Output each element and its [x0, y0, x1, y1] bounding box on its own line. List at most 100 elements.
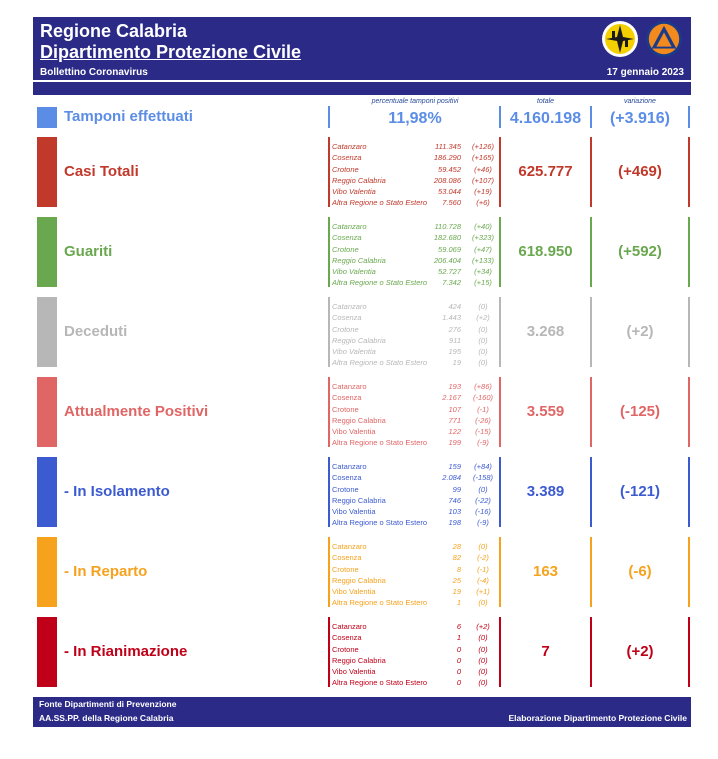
province-delta: (+107): [472, 175, 494, 185]
category-total: 163: [532, 563, 559, 580]
department-title: Dipartimento Protezione Civile: [40, 42, 302, 62]
province-name: Vibo Valentia: [332, 187, 376, 197]
category-variation: (-121): [619, 483, 660, 500]
province-name: Reggio Calabria: [332, 335, 386, 345]
column-divider-1: [328, 137, 330, 207]
province-line: Catanzaro 110.728 (+40): [332, 221, 502, 232]
province-name: Crotone: [332, 644, 359, 654]
row-in-rianimazione: - In Rianimazione Catanzaro 6 (+2) Cosenza 1 (…: [37, 617, 693, 687]
province-line: Cosenza 182.680 (+323): [332, 232, 502, 243]
column-divider-2: [499, 617, 501, 687]
province-name: Altra Regione o Stato Estero: [332, 598, 428, 608]
province-value: 199: [448, 438, 461, 448]
province-value: 1: [456, 633, 461, 643]
province-delta: (+165): [472, 153, 494, 163]
province-line: Reggio Calabria 0 (0): [332, 655, 502, 666]
province-name: Cosenza: [332, 633, 362, 643]
category-variation: (+2): [626, 323, 654, 340]
province-line: Reggio Calabria 746 (-22): [332, 495, 502, 506]
province-value: 2.084: [442, 473, 461, 483]
province-line: Catanzaro 6 (+2): [332, 621, 502, 632]
category-color-bar: [37, 457, 57, 527]
province-name: Crotone: [332, 404, 359, 414]
province-delta: (-16): [475, 507, 491, 517]
column-divider-2: [499, 297, 501, 367]
province-value: 771: [448, 415, 461, 425]
category-total: 7: [541, 643, 550, 660]
province-name: Catanzaro: [332, 302, 367, 311]
province-line: Altra Regione o Stato Estero 1 (0): [332, 597, 502, 608]
province-name: Catanzaro: [332, 222, 367, 231]
province-delta: (+2): [476, 313, 490, 323]
province-line: Altra Regione o Stato Estero 19 (0): [332, 357, 502, 368]
province-line: Cosenza 186.290 (+165): [332, 152, 502, 163]
province-value: 19: [452, 358, 461, 368]
category-total: 618.950: [518, 243, 573, 260]
province-line: Altra Regione o Stato Estero 198 (-9): [332, 517, 502, 528]
tot-header: totale: [536, 98, 555, 105]
province-name: Crotone: [332, 324, 359, 334]
province-name: Reggio Calabria: [332, 495, 386, 505]
province-value: 1: [456, 598, 461, 608]
province-value: 25: [452, 575, 461, 585]
category-total: 625.777: [518, 163, 573, 180]
province-value: 0: [456, 644, 461, 654]
province-delta: (+47): [474, 244, 492, 254]
row-deceduti: Deceduti Catanzaro 424 (0) Cosenza 1.443 (+2) C…: [37, 297, 693, 367]
footer-banner: Fonte Dipartimenti di Prevenzione AA.SS.…: [33, 697, 691, 727]
province-value: 111.345: [435, 142, 461, 151]
column-divider-4: [688, 377, 690, 447]
protezione-civile-logo: [645, 20, 683, 58]
column-divider-2: [499, 457, 501, 527]
tamponi-divider-1: [328, 106, 330, 128]
column-divider-3: [590, 457, 592, 527]
province-delta: (0): [478, 347, 488, 357]
province-line: Catanzaro 159 (+84): [332, 461, 502, 472]
province-name: Crotone: [332, 244, 359, 254]
province-delta: (-158): [472, 473, 493, 483]
province-line: Crotone 8 (-1): [332, 564, 502, 575]
province-value: 206.404: [433, 255, 461, 265]
province-delta: (+19): [474, 187, 492, 197]
header-divider: [33, 80, 691, 82]
province-name: Catanzaro: [332, 542, 367, 551]
category-variation: (-125): [619, 403, 660, 420]
region-title: Regione Calabria: [40, 21, 188, 41]
bulletin-date: 17 gennaio 2023: [606, 67, 684, 78]
province-value: 0: [456, 667, 461, 677]
province-delta: (0): [478, 302, 488, 311]
province-name: Vibo Valentia: [332, 267, 376, 277]
tamponi-divider-2: [499, 106, 501, 128]
province-delta: (-26): [475, 415, 491, 425]
province-line: Vibo Valentia 52.727 (+34): [332, 266, 502, 277]
column-divider-1: [328, 537, 330, 607]
province-line: Altra Regione o Stato Estero 7.560 (+6): [332, 197, 502, 208]
province-line: Crotone 107 (-1): [332, 404, 502, 415]
province-line: Cosenza 82 (-2): [332, 552, 502, 563]
province-value: 122: [448, 427, 461, 437]
province-delta: (-9): [477, 438, 489, 448]
province-name: Reggio Calabria: [332, 575, 386, 585]
column-divider-3: [590, 137, 592, 207]
province-value: 7.560: [442, 198, 461, 208]
category-name: - In Isolamento: [64, 483, 170, 500]
province-line: Reggio Calabria 911 (0): [332, 335, 502, 346]
column-divider-4: [688, 217, 690, 287]
province-delta: (+126): [472, 142, 494, 151]
province-delta: (+86): [474, 382, 492, 391]
province-line: Reggio Calabria 25 (-4): [332, 575, 502, 586]
category-name: Attualmente Positivi: [64, 403, 209, 420]
province-name: Altra Regione o Stato Estero: [332, 198, 428, 208]
category-name: Casi Totali: [64, 163, 139, 180]
province-name: Altra Regione o Stato Estero: [332, 278, 428, 288]
province-value: 195: [448, 347, 461, 357]
province-name: Reggio Calabria: [332, 175, 386, 185]
var-value: (+3.916): [609, 110, 671, 127]
province-line: Catanzaro 424 (0): [332, 301, 502, 312]
category-name: Deceduti: [64, 323, 128, 340]
province-value: 6: [456, 622, 461, 631]
province-line: Vibo Valentia 0 (0): [332, 666, 502, 677]
column-divider-2: [499, 217, 501, 287]
province-name: Vibo Valentia: [332, 507, 376, 517]
province-line: Crotone 59.452 (+46): [332, 164, 502, 175]
